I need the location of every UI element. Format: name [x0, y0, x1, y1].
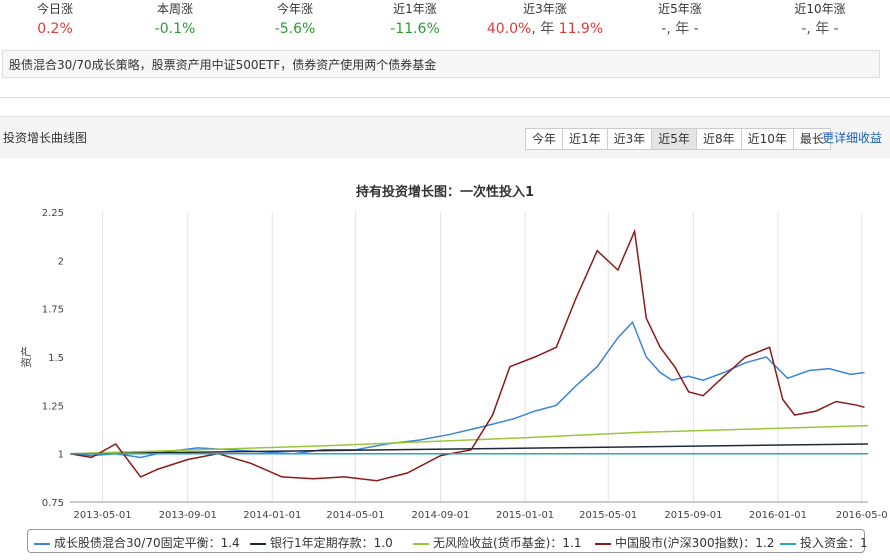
stat-value: -, 年 - — [661, 21, 699, 37]
more-returns-link[interactable]: 更详细收益 — [822, 131, 883, 145]
series-line — [69, 228, 865, 482]
stat-value: -, 年 - — [801, 21, 839, 37]
series-line — [69, 443, 869, 455]
x-tick-label: 2013-09-01 — [159, 510, 217, 521]
y-tick-label: 1.75 — [42, 305, 64, 316]
stat-3y: 近3年涨 40.0%, 年 11.9% — [480, 0, 610, 40]
legend-item[interactable]: 成长股债混合30/70固定平衡：1.4 — [34, 534, 240, 551]
chart-legend: 成长股债混合30/70固定平衡：1.4 银行1年定期存款：1.0 无风险收益(货币基… — [27, 529, 868, 553]
y-axis-label: 资产 — [19, 346, 33, 368]
stat-value-annual-label: 年 — [540, 21, 555, 37]
range-buttons: 今年 近1年 近3年 近5年 近8年 近10年 最长 — [525, 128, 831, 150]
stat-label: 近1年涨 — [393, 2, 437, 16]
legend-item[interactable]: 无风险收益(货币基金)：1.1 — [413, 534, 581, 551]
legend-item[interactable]: 投入资金：1 — [780, 534, 868, 551]
range-button[interactable]: 最长 — [792, 128, 831, 150]
return-stats: 今日涨 0.2% 本周涨 -0.1% 今年涨 -5.6% 近1年涨 -11.6%… — [0, 0, 890, 44]
series-line — [69, 320, 865, 459]
stat-value: 0.2% — [37, 21, 73, 37]
range-button[interactable]: 近10年 — [740, 128, 794, 150]
x-tick-label: 2015-01-01 — [496, 510, 554, 521]
x-tick-label: 2015-09-01 — [664, 510, 722, 521]
stat-ytd: 今年涨 -5.6% — [265, 0, 325, 40]
stat-label: 今年涨 — [276, 2, 313, 16]
legend-swatch — [413, 542, 429, 545]
legend-item[interactable]: 银行1年定期存款：1.0 — [250, 534, 393, 551]
legend-label: 银行1年定期存款：1.0 — [270, 536, 393, 550]
stat-label: 近3年涨 — [523, 2, 567, 16]
series-line — [69, 424, 869, 455]
stat-value-total: 40.0% — [486, 21, 532, 37]
divider — [0, 97, 890, 98]
x-tick-label: 2014-09-01 — [412, 510, 470, 521]
stat-label: 近5年涨 — [658, 2, 702, 16]
stat-label: 今日涨 — [36, 2, 73, 16]
range-button[interactable]: 近1年 — [562, 128, 608, 150]
stat-label: 近10年涨 — [794, 2, 846, 16]
y-tick-label: 1.5 — [48, 353, 64, 364]
legend-swatch — [595, 542, 611, 545]
range-button[interactable]: 今年 — [525, 128, 564, 150]
legend-swatch — [34, 542, 50, 545]
y-tick-label: 0.75 — [42, 498, 64, 509]
x-tick-label: 2013-05-01 — [73, 510, 131, 521]
stat-value: -0.1% — [154, 21, 196, 37]
stat-week: 本周涨 -0.1% — [145, 0, 205, 40]
stat-5y: 近5年涨 -, 年 - — [640, 0, 720, 40]
stat-1y: 近1年涨 -11.6% — [380, 0, 450, 40]
stat-10y: 近10年涨 -, 年 - — [780, 0, 860, 40]
x-tick-label: 2014-01-01 — [243, 510, 301, 521]
stat-value-annual: 11.9% — [558, 21, 604, 37]
chart-title: 持有投资增长图：一次性投入1 — [356, 184, 534, 200]
section-title: 投资增长曲线图 — [3, 131, 88, 145]
y-tick-label: 1 — [58, 450, 64, 461]
y-tick-label: 2 — [58, 256, 64, 267]
legend-swatch — [780, 542, 796, 545]
legend-label: 无风险收益(货币基金)：1.1 — [433, 536, 582, 550]
legend-label: 中国股市(沪深300指数)：1.2 — [615, 536, 775, 550]
stat-label: 本周涨 — [156, 2, 193, 16]
x-tick-label: 2016-01-01 — [749, 510, 807, 521]
x-tick-label: 2014-05-01 — [326, 510, 384, 521]
y-tick-label: 1.25 — [42, 401, 64, 412]
legend-swatch — [250, 542, 266, 545]
x-tick-label: 2015-05-01 — [579, 510, 637, 521]
stat-value: 40.0%, 年 11.9% — [486, 21, 604, 37]
stat-value: -11.6% — [390, 21, 440, 37]
strategy-description: 股债混合30/70成长策略，股票资产用中证500ETF，债券资产使用两个债券基金 — [2, 50, 880, 78]
range-button[interactable]: 近5年 — [651, 128, 697, 150]
x-tick-label: 2016-05-0 — [836, 510, 888, 521]
stat-today: 今日涨 0.2% — [30, 0, 80, 40]
legend-item[interactable]: 中国股市(沪深300指数)：1.2 — [595, 534, 774, 551]
chart-toolbar: 投资增长曲线图 今年 近1年 近3年 近5年 近8年 近10年 最长 更详细收益 — [0, 116, 890, 159]
legend-label: 投入资金：1 — [800, 536, 868, 550]
growth-chart: 持有投资增长图：一次性投入1 资产 2013-05-01 2013-09-01 2014… — [19, 184, 888, 521]
legend-label: 成长股债混合30/70固定平衡：1.4 — [54, 536, 240, 550]
y-tick-label: 2.25 — [42, 208, 64, 219]
range-button[interactable]: 近8年 — [695, 128, 742, 150]
stat-value: -5.6% — [274, 21, 316, 37]
range-button[interactable]: 近3年 — [606, 128, 653, 150]
